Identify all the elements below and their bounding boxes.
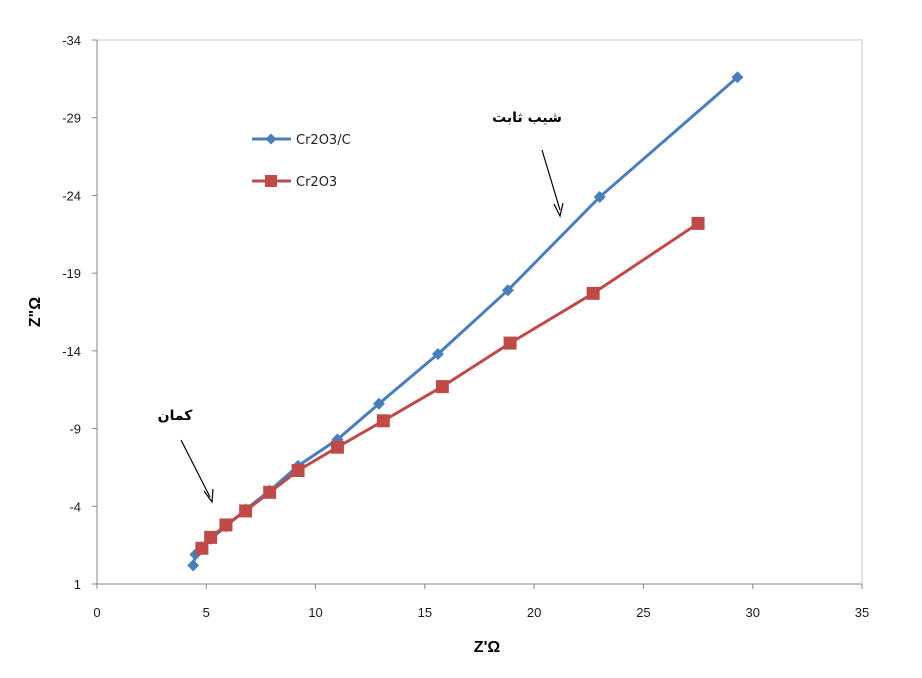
y-tick-label: -14 [62,344,81,359]
y-tick-label: 1 [74,577,81,592]
data-point-cr2o3 [376,414,390,428]
data-point-cr2o3-c [731,71,744,84]
annotation-arc-label: کمان [158,408,194,424]
legend: Cr2O3/C Cr2O3 [252,133,351,190]
x-tick-label: 0 [93,605,100,620]
annotation-constant-slope: شیب ثابت [492,110,564,218]
data-point-cr2o3-c [431,347,444,360]
arrowhead-icon [553,202,564,218]
data-point-cr2o3 [239,504,253,518]
data-point-cr2o3-c [187,559,200,572]
legend-label-cr2o3-c: Cr2O3/C [296,133,351,148]
y-tick-label: -24 [62,188,81,203]
arrowhead-icon [203,488,214,504]
x-tick-label: 35 [855,605,869,620]
y-tick-label: -29 [62,111,81,126]
data-point-cr2o3 [435,380,449,394]
legend-marker-diamond [265,133,277,145]
y-tick-label: -9 [69,422,81,437]
y-tick-label: -34 [62,33,81,48]
x-axis-title: Z'Ω [474,639,501,656]
data-point-cr2o3 [691,216,705,230]
data-point-cr2o3 [204,530,218,544]
y-tick-label: -4 [69,499,81,514]
data-point-cr2o3-c [501,284,514,297]
legend-item-cr2o3: Cr2O3 [252,175,337,190]
data-point-cr2o3-c [593,190,606,203]
series-line-cr2o3 [200,222,699,550]
y-tick-labels: -34 -29 -24 -19 -14 -9 -4 1 [62,33,97,592]
y-tick-label: -19 [62,266,81,281]
y-axis-title: Z"Ω [27,297,44,327]
x-tick-labels: 0 5 10 15 20 25 30 35 [93,584,869,620]
x-tick-label: 15 [418,605,432,620]
series-cr2o3 [195,216,705,555]
data-point-cr2o3-c [372,397,385,410]
annotation-arc: کمان [158,408,214,504]
x-tick-label: 5 [203,605,210,620]
data-point-cr2o3 [219,518,233,532]
legend-marker-square [265,175,277,187]
data-point-cr2o3 [330,440,344,454]
data-point-cr2o3 [503,336,517,350]
annotation-constant-slope-label: شیب ثابت [492,110,562,126]
data-point-cr2o3 [586,286,600,300]
legend-item-cr2o3-c: Cr2O3/C [252,133,351,148]
legend-label-cr2o3: Cr2O3 [296,175,337,190]
annotation-constant-slope-arrow [541,149,561,211]
data-point-cr2o3 [195,541,209,555]
annotation-arc-arrow [180,439,211,498]
plot-area [96,39,863,585]
x-tick-label: 20 [527,605,541,620]
x-tick-label: 10 [308,605,322,620]
series-layer [187,71,744,572]
x-tick-label: 25 [636,605,650,620]
data-point-cr2o3 [291,464,305,478]
data-point-cr2o3 [263,485,277,499]
x-tick-label: 30 [745,605,759,620]
